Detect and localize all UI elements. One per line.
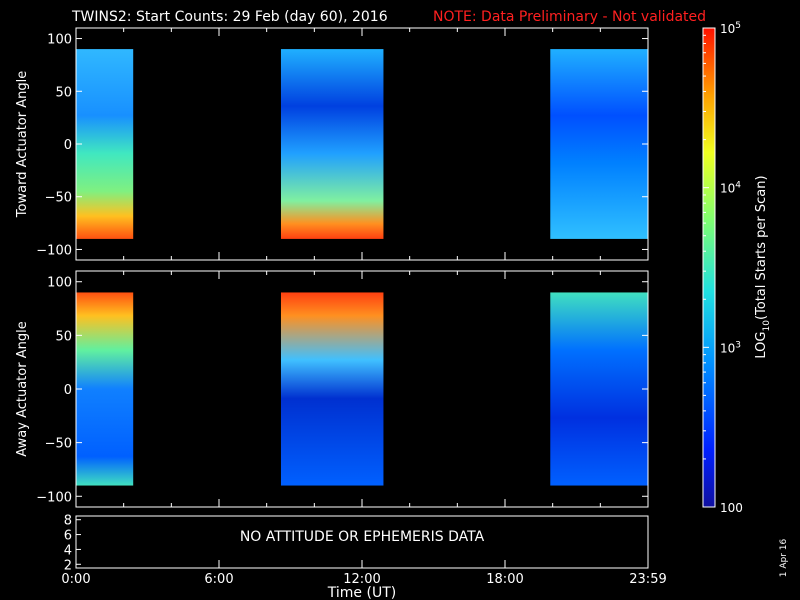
y-tick-label: 100 xyxy=(47,276,72,291)
away-heatmap xyxy=(76,292,648,486)
heatmap-block xyxy=(76,292,134,486)
toward-heatmap xyxy=(76,49,648,239)
y-tick-label: 4 xyxy=(64,543,72,558)
colorbar-tick-label: 100 xyxy=(720,501,743,515)
preliminary-note: NOTE: Data Preliminary - Not validated xyxy=(433,9,706,25)
y-tick-label: −50 xyxy=(45,437,72,452)
colorbar-label: LOG10(Total Starts per Scan) xyxy=(754,175,772,358)
heatmap-block xyxy=(76,49,134,239)
y-tick-label: −50 xyxy=(45,191,72,206)
heatmap-block xyxy=(550,292,648,486)
x-tick-label: 0:00 xyxy=(61,572,90,587)
y-tick-label: 0 xyxy=(64,383,72,398)
y-tick-label: 100 xyxy=(47,33,72,48)
no-data-message: NO ATTITUDE OR EPHEMERIS DATA xyxy=(240,529,485,545)
y-tick-label: 0 xyxy=(64,138,72,153)
x-axis-title: Time (UT) xyxy=(327,585,396,600)
heatmap-block xyxy=(280,49,384,239)
y-tick-label: −100 xyxy=(36,490,72,505)
heatmap-block xyxy=(280,292,384,486)
y-tick-label: 50 xyxy=(55,329,72,344)
x-tick-label: 12:00 xyxy=(343,572,380,587)
y-tick-label: 2 xyxy=(64,558,72,573)
colorbar xyxy=(703,28,715,507)
away-ylabel: Away Actuator Angle xyxy=(15,321,30,456)
y-tick-label: 6 xyxy=(64,529,72,544)
y-tick-label: 50 xyxy=(55,85,72,100)
x-tick-label: 18:00 xyxy=(486,572,523,587)
colorbar-tick-label: 105 xyxy=(720,21,741,36)
y-tick-label: −100 xyxy=(36,243,72,258)
x-tick-label: 6:00 xyxy=(204,572,233,587)
plot-title: TWINS2: Start Counts: 29 Feb (day 60), 2… xyxy=(71,9,388,25)
x-tick-label: 23:59 xyxy=(629,572,666,587)
colorbar-tick-label: 104 xyxy=(720,181,741,196)
date-stamp: 1 Apr 16 xyxy=(779,538,789,577)
colorbar-tick-label: 103 xyxy=(720,340,741,355)
heatmap-block xyxy=(550,49,648,239)
toward-ylabel: Toward Actuator Angle xyxy=(15,71,30,218)
y-tick-label: 8 xyxy=(64,514,72,529)
